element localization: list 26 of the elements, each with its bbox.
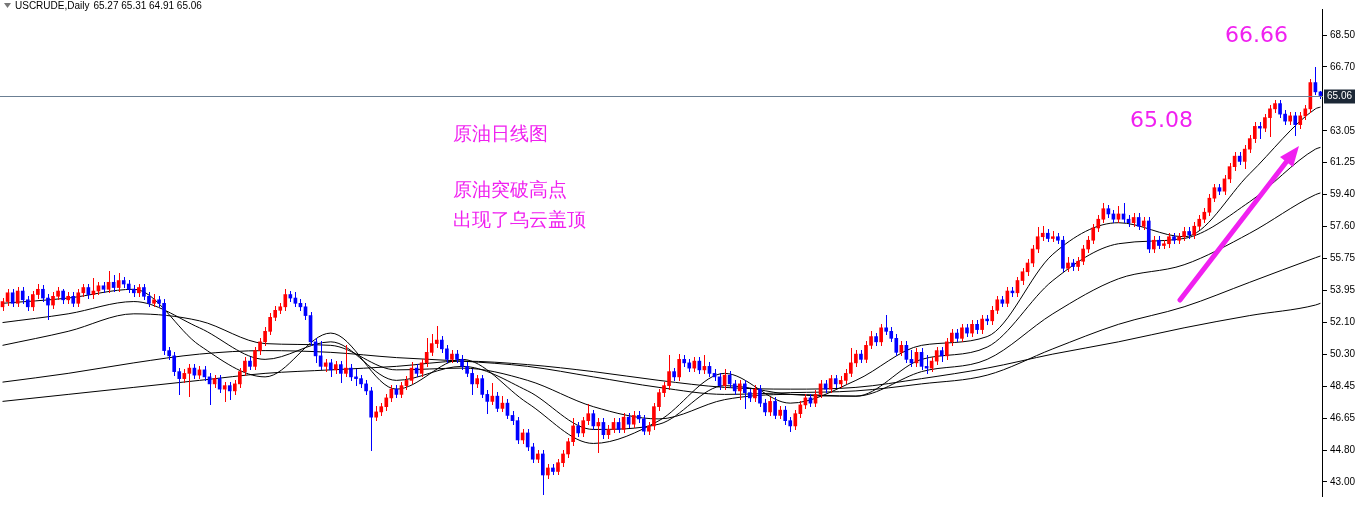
candlestick xyxy=(152,294,156,307)
chart-subtitle: 65.27 65.31 64.91 65.06 xyxy=(93,0,202,11)
annotation: 66.66 xyxy=(1225,21,1288,49)
y-tick-label: 46.65 xyxy=(1329,411,1356,423)
candlestick xyxy=(1172,233,1176,244)
y-tick-label: 63.05 xyxy=(1329,124,1356,136)
candlestick xyxy=(884,315,889,335)
annotation: 65.08 xyxy=(1130,106,1193,134)
y-tick-label: 59.40 xyxy=(1329,188,1356,200)
annotation: 原油突破高点 xyxy=(453,177,567,202)
y-tick-label: 57.60 xyxy=(1329,219,1356,231)
y-tick-label: 44.80 xyxy=(1329,444,1356,456)
y-tick-label: 50.30 xyxy=(1329,347,1356,359)
annotation: 出现了乌云盖顶 xyxy=(453,207,586,232)
annotation: 原油日线图 xyxy=(453,121,548,146)
chart-title: USCRUDE,Daily xyxy=(15,0,90,11)
ref-line-label: 65.06 xyxy=(1326,90,1353,102)
y-tick-label: 66.70 xyxy=(1329,60,1356,72)
candlestick xyxy=(1051,231,1055,242)
y-tick-label: 53.95 xyxy=(1329,283,1356,295)
y-tick-label: 43.00 xyxy=(1329,475,1356,487)
y-tick-label: 48.45 xyxy=(1329,380,1356,392)
y-tick-label: 61.25 xyxy=(1329,156,1356,168)
y-tick-label: 68.50 xyxy=(1329,29,1356,41)
y-tick-label: 55.75 xyxy=(1329,252,1356,264)
y-tick-label: 52.10 xyxy=(1329,316,1356,328)
